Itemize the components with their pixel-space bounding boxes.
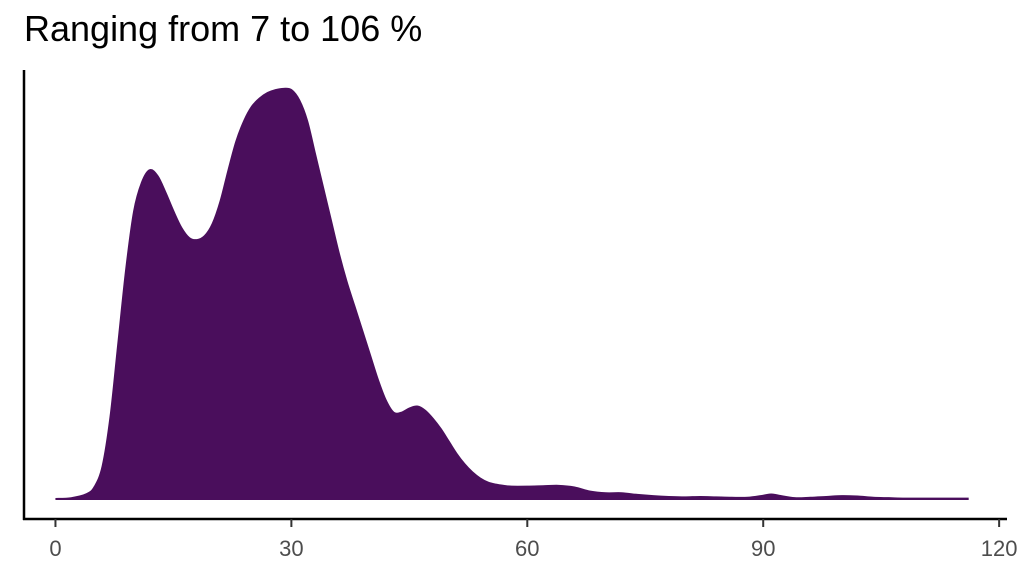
chart-title: Ranging from 7 to 106 % — [24, 8, 423, 49]
x-tick-label: 60 — [515, 536, 539, 561]
x-tick-label: 90 — [751, 536, 775, 561]
density-area-layer — [55, 87, 969, 500]
density-area — [55, 87, 969, 500]
x-tick-label: 0 — [49, 536, 61, 561]
x-axis-ticks: 0 30 60 90 120 — [49, 519, 1017, 561]
x-tick-label: 30 — [279, 536, 303, 561]
x-tick-label: 120 — [981, 536, 1018, 561]
